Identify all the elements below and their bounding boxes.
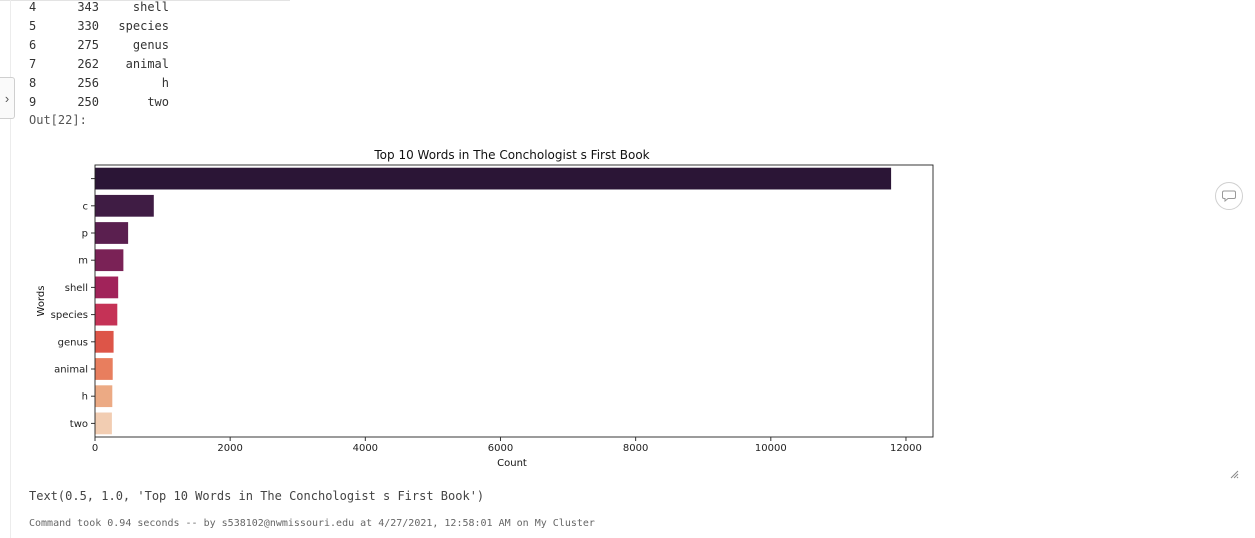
chart-title: Top 10 Words in The Conchologist s First… — [373, 148, 649, 162]
row-index: 4 — [29, 0, 37, 14]
row-index: 9 — [29, 95, 37, 109]
y-tick-label: p — [82, 229, 88, 240]
x-tick-label: 0 — [92, 443, 98, 454]
bar — [95, 167, 892, 190]
table-row: 6 275 genus — [29, 38, 169, 57]
x-axis-label: Count — [497, 458, 527, 469]
table-row: 9 250 two — [29, 95, 169, 114]
bar — [95, 249, 124, 272]
row-index: 8 — [29, 76, 37, 90]
text-output: Text(0.5, 1.0, 'Top 10 Words in The Conc… — [29, 489, 485, 503]
bar — [95, 330, 114, 353]
command-footer: Command took 0.94 seconds -- by s538102@… — [29, 518, 595, 529]
table-row: 5 330 species — [29, 19, 169, 38]
row-word: shell — [132, 0, 169, 14]
y-tick-label: animal — [54, 365, 88, 376]
dataframe-output: 4 343 shell 5 330 species 6 275 genus 7 262 animal 8… — [29, 0, 169, 114]
y-tick-label: c — [83, 201, 89, 212]
row-count: 262 — [77, 57, 99, 71]
y-tick-label: m — [78, 256, 88, 267]
y-axis-label: Words — [36, 286, 47, 317]
x-tick-label: 10000 — [755, 443, 787, 454]
y-tick-label: two — [70, 419, 88, 430]
bar-chart: c p m shell species genus animal h two 0 2000 4000 6… — [36, 148, 934, 469]
bar — [95, 222, 129, 244]
row-count: 256 — [77, 76, 99, 90]
y-tick-label: h — [82, 392, 88, 403]
y-tick-label: shell — [65, 283, 88, 294]
bar — [95, 385, 113, 408]
row-count: 275 — [77, 38, 99, 52]
chevron-right-icon: › — [4, 90, 10, 106]
table-row: 4 343 shell — [29, 0, 169, 19]
x-tick-label: 6000 — [488, 443, 513, 454]
x-tick-label: 2000 — [217, 443, 242, 454]
bar — [95, 194, 154, 217]
resize-handle-icon[interactable] — [1229, 469, 1239, 479]
row-index: 7 — [29, 57, 37, 71]
comment-icon — [1222, 190, 1236, 202]
y-tick-label: species — [51, 310, 88, 321]
x-tick-label: 4000 — [353, 443, 378, 454]
row-count: 330 — [77, 19, 99, 33]
row-count: 343 — [77, 0, 99, 14]
row-count: 250 — [77, 95, 99, 109]
out-label: Out[22]: — [29, 113, 87, 127]
row-word: genus — [132, 38, 169, 52]
bar — [95, 303, 118, 326]
x-tick-label: 12000 — [890, 443, 922, 454]
row-index: 6 — [29, 38, 37, 52]
table-row: 8 256 h — [29, 76, 169, 95]
table-row: 7 262 animal — [29, 57, 169, 76]
comment-button[interactable] — [1215, 182, 1243, 210]
y-tick-label: genus — [58, 337, 88, 348]
row-word: species — [118, 19, 169, 33]
row-index: 5 — [29, 19, 37, 33]
x-tick-label: 8000 — [623, 443, 648, 454]
bar — [95, 276, 119, 299]
top-divider — [0, 0, 290, 1]
bar — [95, 358, 113, 380]
bar — [95, 412, 112, 435]
row-word: two — [147, 95, 169, 109]
row-word: animal — [125, 57, 169, 71]
plot-frame — [94, 164, 934, 438]
cell-left-border — [10, 0, 11, 538]
sidebar-toggle-button[interactable]: › — [0, 77, 15, 119]
row-word: h — [161, 76, 169, 90]
